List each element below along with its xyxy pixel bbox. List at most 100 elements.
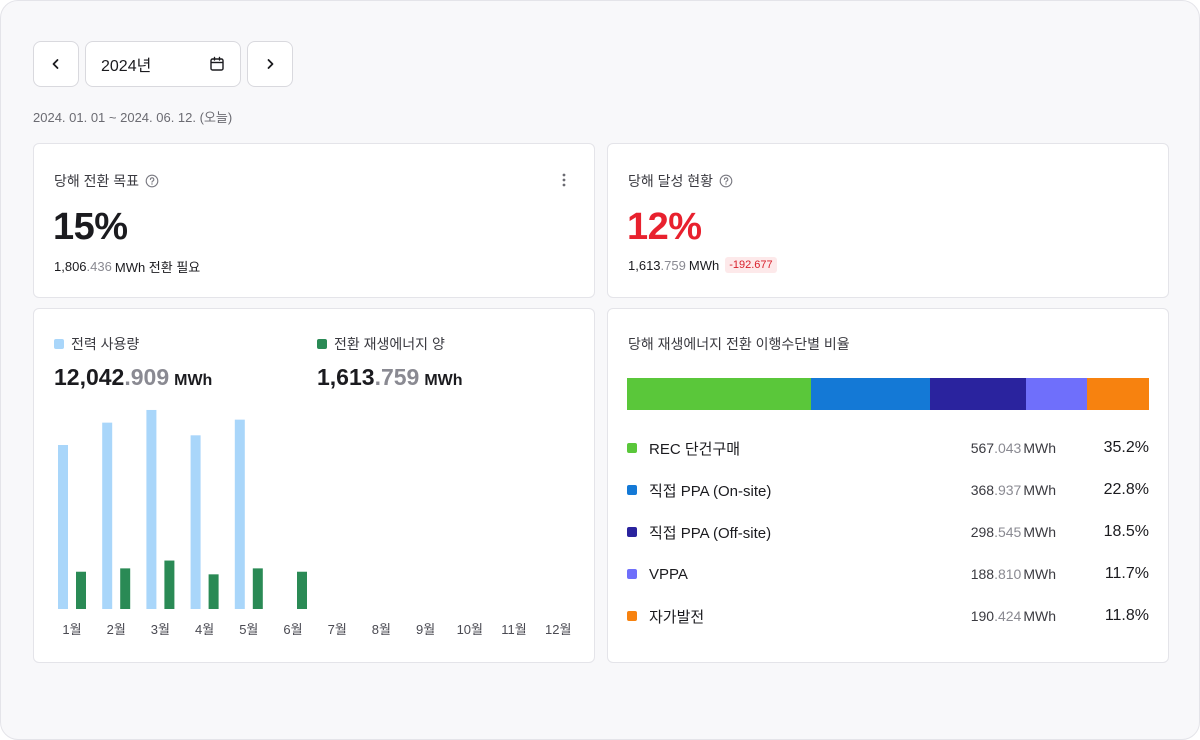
share-amount-int: 298: [970, 524, 995, 540]
status-card-title: 당해 달성 현황: [628, 173, 714, 189]
usage-value-unit: MWh: [174, 372, 213, 389]
renewable-swatch: [317, 339, 327, 349]
renewable-bar-2[interactable]: [120, 568, 131, 609]
share-percent: 18.5%: [1103, 523, 1149, 540]
year-toolbar: 2024년: [33, 41, 293, 87]
renewable-bar-1[interactable]: [76, 571, 86, 609]
status-amount-unit: MWh: [688, 257, 720, 273]
share-percent: 11.7%: [1104, 565, 1149, 582]
renewable-bar-3[interactable]: [164, 560, 175, 609]
target-amount: 1,806.436 MWh 전환 필요: [54, 257, 200, 276]
help-icon[interactable]: [145, 174, 159, 188]
stack-segment-4[interactable]: [1026, 378, 1088, 410]
usage-value: 12,042.909 MWh: [54, 364, 212, 391]
share-amount-dec: .043: [994, 440, 1022, 456]
target-card-header: 당해 전환 목표: [54, 171, 159, 191]
share-card-title: 당해 재생에너지 전환 이행수단별 비율: [628, 336, 850, 352]
share-card: 당해 재생에너지 전환 이행수단별 비율 REC 단건구매 567.043 MWh 3…: [607, 308, 1169, 663]
share-row: 직접 PPA (On-site) 368.937 MWh 22.8%: [627, 469, 1149, 511]
more-vertical-icon: [562, 173, 566, 187]
year-picker[interactable]: 2024년: [85, 41, 241, 87]
share-amount-dec: .545: [994, 524, 1022, 540]
share-amount: 368.937 MWh: [971, 482, 1056, 498]
share-amount-int: 567: [970, 440, 995, 456]
share-amount: 298.545 MWh: [971, 524, 1056, 540]
renewable-bar-5[interactable]: [252, 568, 263, 609]
renewable-legend: 전환 재생에너지 양 1,613.759 MWh: [317, 334, 463, 391]
share-amount: 567.043 MWh: [971, 440, 1056, 456]
x-tick-label: 12월: [545, 622, 571, 637]
usage-bar-2[interactable]: [102, 422, 113, 609]
x-tick-label: 7월: [328, 622, 347, 637]
usage-label: 전력 사용량: [71, 336, 140, 352]
year-value: 2024년: [101, 58, 152, 75]
status-percent: 12%: [627, 206, 702, 248]
chevron-right-icon: [267, 59, 274, 69]
usage-bar-4[interactable]: [190, 435, 201, 609]
x-tick-label: 6월: [283, 622, 302, 637]
share-amount: 188.810 MWh: [971, 566, 1056, 582]
target-amount-suffix: MWh 전환 필요: [114, 260, 201, 275]
usage-legend: 전력 사용량 12,042.909 MWh: [54, 334, 212, 391]
more-options-button[interactable]: [554, 170, 574, 190]
usage-bar-5[interactable]: [234, 419, 245, 609]
renewable-value-int: 1,613: [317, 364, 375, 390]
share-amount-unit: MWh: [1023, 608, 1056, 624]
stack-segment-1[interactable]: [627, 378, 811, 410]
x-tick-label: 9월: [416, 622, 435, 637]
usage-swatch: [54, 339, 64, 349]
x-tick-label: 11월: [501, 622, 526, 637]
usage-bar-1[interactable]: [58, 445, 68, 609]
share-amount-int: 368: [970, 482, 995, 498]
share-row: 직접 PPA (Off-site) 298.545 MWh 18.5%: [627, 511, 1149, 553]
renewable-value-unit: MWh: [424, 372, 463, 389]
stack-segment-3[interactable]: [929, 378, 1027, 410]
usage-bar-3[interactable]: [146, 409, 157, 609]
next-year-button[interactable]: [247, 41, 293, 87]
share-name: 자가발전: [649, 608, 705, 626]
chevron-left-icon: [52, 59, 59, 69]
calendar-icon: [210, 56, 224, 71]
share-percent: 22.8%: [1103, 481, 1149, 498]
stack-segment-5[interactable]: [1087, 378, 1149, 410]
delta-badge: -192.677: [725, 257, 777, 273]
share-amount-int: 190: [970, 608, 995, 624]
target-card-title: 당해 전환 목표: [54, 173, 140, 189]
share-amount-unit: MWh: [1023, 524, 1056, 540]
renewable-value-dec: .759: [374, 364, 420, 390]
status-amount-dec: .759: [660, 257, 686, 273]
prev-year-button[interactable]: [33, 41, 79, 87]
share-amount: 190.424 MWh: [971, 608, 1056, 624]
target-amount-dec: .436: [86, 259, 112, 274]
x-tick-label: 1월: [62, 622, 81, 637]
share-name: REC 단건구매: [649, 440, 741, 458]
usage-value-dec: .909: [124, 364, 170, 390]
renewable-bar-6[interactable]: [297, 571, 307, 609]
share-amount-unit: MWh: [1023, 566, 1056, 582]
share-row: 자가발전 190.424 MWh 11.8%: [627, 595, 1149, 637]
renewable-bar-4[interactable]: [208, 574, 219, 609]
target-percent: 15%: [53, 206, 128, 248]
usage-value-int: 12,042: [54, 364, 125, 390]
share-amount-unit: MWh: [1023, 440, 1056, 456]
status-card-header: 당해 달성 현황: [628, 171, 733, 191]
share-amount-int: 188: [970, 566, 995, 582]
share-list: REC 단건구매 567.043 MWh 35.2% 직접 PPA (On-site) 3…: [627, 427, 1149, 637]
share-stacked-bar: [627, 378, 1149, 410]
share-amount-unit: MWh: [1023, 482, 1056, 498]
renewable-label: 전환 재생에너지 양: [334, 336, 445, 352]
target-amount-int: 1,806: [54, 259, 87, 274]
stack-segment-2[interactable]: [810, 378, 930, 410]
x-tick-label: 3월: [151, 622, 170, 637]
help-icon[interactable]: [719, 174, 733, 188]
share-row: REC 단건구매 567.043 MWh 35.2%: [627, 427, 1149, 469]
x-tick-label: 10월: [457, 622, 483, 637]
share-name: 직접 PPA (Off-site): [649, 524, 772, 542]
share-name: VPPA: [649, 565, 688, 583]
share-percent: 35.2%: [1103, 439, 1149, 456]
share-swatch: [627, 485, 637, 495]
x-tick-label: 8월: [372, 622, 391, 637]
x-tick-label: 2월: [107, 622, 126, 637]
status-amount-int: 1,613: [628, 257, 661, 273]
